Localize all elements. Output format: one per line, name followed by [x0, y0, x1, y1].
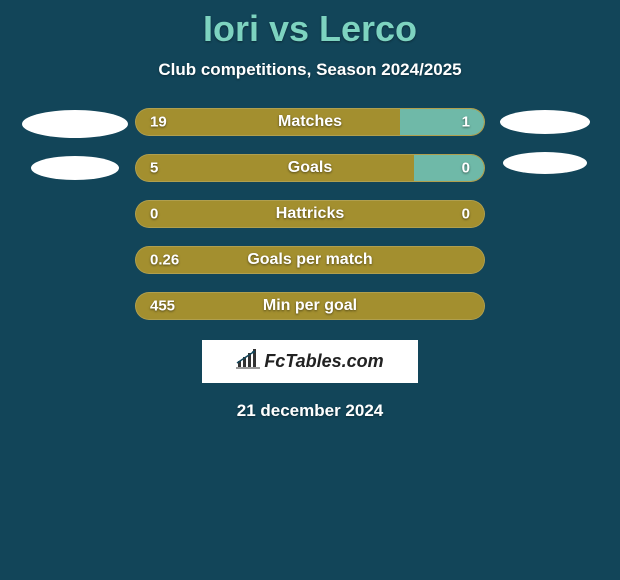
left-side-column — [15, 108, 135, 198]
logo-box[interactable]: FcTables.com — [202, 340, 418, 383]
stat-value-left: 19 — [150, 114, 167, 131]
stat-value-right: 1 — [462, 114, 470, 131]
right-side-column — [485, 108, 605, 192]
stats-column: 19 Matches 1 5 Goals 0 0 Hattricks 0 0.26 Goals pe… — [135, 108, 485, 320]
logo-text: FcTables.com — [264, 351, 383, 372]
stat-fill-right — [400, 109, 484, 135]
stat-value-right: 0 — [462, 206, 470, 223]
stat-value-left: 0.26 — [150, 252, 179, 269]
stat-fill-left — [136, 155, 414, 181]
player-ellipse — [31, 156, 119, 180]
stat-value-left: 5 — [150, 160, 158, 177]
stat-row: 5 Goals 0 — [135, 154, 485, 182]
barchart-icon — [236, 349, 260, 374]
stat-row: 0 Hattricks 0 — [135, 200, 485, 228]
player-ellipse — [503, 152, 587, 174]
page-title: Iori vs Lerco — [0, 8, 620, 50]
stat-label: Matches — [278, 113, 342, 131]
subtitle: Club competitions, Season 2024/2025 — [0, 60, 620, 80]
stat-label: Goals — [288, 159, 332, 177]
stat-fill-right — [414, 155, 484, 181]
stat-label: Min per goal — [263, 297, 357, 315]
stat-value-right: 0 — [462, 160, 470, 177]
stat-value-left: 455 — [150, 298, 175, 315]
stat-fill-left — [136, 109, 400, 135]
player-ellipse — [500, 110, 590, 134]
stat-value-left: 0 — [150, 206, 158, 223]
stat-label: Goals per match — [247, 251, 372, 269]
date-text: 21 december 2024 — [0, 401, 620, 421]
player-ellipse — [22, 110, 128, 138]
stat-row: 455 Min per goal — [135, 292, 485, 320]
stats-area: 19 Matches 1 5 Goals 0 0 Hattricks 0 0.26 Goals pe… — [0, 108, 620, 320]
stat-row: 19 Matches 1 — [135, 108, 485, 136]
stat-label: Hattricks — [276, 205, 344, 223]
stat-row: 0.26 Goals per match — [135, 246, 485, 274]
